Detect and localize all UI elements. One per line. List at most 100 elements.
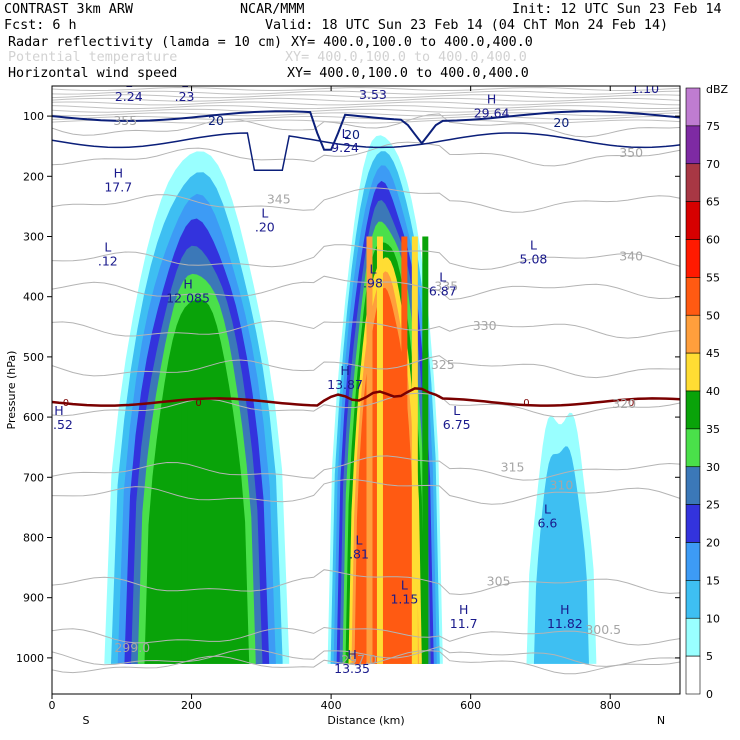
reflectivity-core [376,236,383,664]
theta-label: 305 [487,574,511,589]
extremum-value: 6.87 [429,283,457,298]
y-tick-label: 900 [23,592,44,605]
theta-contour-330 [52,320,680,339]
extremum-H-marker: H [54,403,63,418]
extremum-value: 6.75 [443,417,471,432]
extremum-value: 11.7 [450,616,478,631]
plot-labels: 355 350 345 340 335 330 325 320 315 310 305 300.5 29… [45,67,659,676]
extremum-L-marker: L [453,403,460,418]
colorbar-swatch [685,352,701,392]
extremum-H-marker: H [487,91,496,106]
extremum-H-marker: H [560,602,569,617]
x-axis: 0 200 400 600 800 [49,86,621,712]
theta-stratosphere-line [52,115,680,120]
extremum-value: 11.82 [547,616,583,631]
x-tick-label: 0 [49,699,56,712]
extremum-H-marker: H [340,363,349,378]
colorbar-swatch [685,542,701,581]
extremum-L-marker: L [342,126,349,141]
theta-label: 300.5 [585,622,621,637]
extremum-value: 5.08 [520,252,548,267]
theta-stratosphere-line [52,97,680,102]
extremum-L-marker: L [104,239,111,254]
extremum-H-marker: H [114,165,123,180]
theta-label: 335 [434,279,458,294]
theta-label: 340 [619,249,643,264]
wind-speed-label: 20 [208,113,224,128]
extremum-value: 13.87 [327,377,363,392]
theta-stratosphere-line [52,112,680,117]
theta-label: 355 [113,113,137,128]
extremum-H-marker: H [347,647,356,662]
theta-contour-299.0 [52,646,680,667]
extremum-value: 13.35 [334,661,370,676]
y-tick-label: 200 [23,170,44,183]
extremum-value: .23 [175,89,195,104]
wind-contour-20-lower [52,132,680,172]
theta-contour-320 [52,392,680,418]
colorbar-tick-label: 5 [706,650,713,663]
theta-contour-345 [52,187,680,213]
header-init: Init: 12 UTC Sun 23 Feb 14 [512,2,722,17]
colorbar-tick-label: 65 [706,196,720,209]
extremum-L-marker: L [181,75,188,90]
theta-label: 315 [501,459,525,474]
freezing-level-label: 0 [628,398,634,409]
theta-label: 325 [431,357,455,372]
y-tick-label: 700 [23,471,44,484]
x-tick-label: 800 [600,699,621,712]
colorbar-tick-label: 55 [706,271,720,284]
x-tick-label: 600 [460,699,481,712]
theta-contour-340 [52,244,680,271]
reflectivity-band [533,446,589,664]
reflectivity-core [181,393,188,664]
theta-stratosphere-line [52,86,680,92]
reflectivity-core [422,236,429,664]
colorbar-swatch [685,390,701,430]
wind-contour-20-upper [52,110,680,151]
extremum-L-marker: L [356,533,363,548]
x-end-label-right: N [657,714,665,727]
colorbar-swatch [685,428,701,468]
theta-contour-355 [52,113,680,138]
theta-contour-350 [52,141,680,167]
theta-label: 297.0 [341,652,377,667]
freezing-level-line [52,387,680,407]
y-tick-label: 100 [23,110,44,123]
theta-stratosphere-line [52,119,680,124]
colorbar-swatch [685,239,701,278]
theta-contour-305 [52,569,680,596]
theta-label: 310 [549,477,573,492]
colorbar-tick-label: 25 [706,499,720,512]
wind-speed-label: 20 [553,115,569,130]
theta-stratosphere-line [52,108,680,113]
extremum-L-marker: L [530,238,537,253]
reflectivity-band [144,299,250,664]
plot-area: 0 0 0 0 355 350 345 340 335 330 325 320 315 310 305 30… [45,67,680,694]
extremum-value: 6.6 [537,515,557,530]
freezing-level-label: 0 [195,398,201,409]
colorbar-tick-label: 0 [706,688,713,701]
x-tick-label: 200 [181,699,202,712]
theta-stratosphere-line [52,90,680,95]
theta-label: 350 [619,145,643,160]
extremum-value: 5.52 [45,417,73,432]
extremum-value: 29.64 [474,105,510,120]
colorbar-swatch [685,87,701,127]
colorbar-swatch [685,277,701,316]
freezing-level-label: 0 [63,398,69,409]
y-tick-label: 1000 [16,652,44,665]
wind-speed-label: 20 [344,127,360,142]
colorbar-tick-label: 70 [706,158,720,171]
extremum-value: 17.7 [104,179,132,194]
extremum-L-marker: L [642,67,649,82]
field-1-xy: XY= 400.0,100.0 to 400.0,400.0 [291,35,533,50]
extremum-value: 3.53 [359,87,387,102]
theta-label: 330 [473,318,497,333]
y-tick-label: 300 [23,230,44,243]
extremum-value: .81 [349,547,369,562]
colorbar-tick-label: 15 [706,574,720,587]
extremum-value: .20 [255,220,275,235]
